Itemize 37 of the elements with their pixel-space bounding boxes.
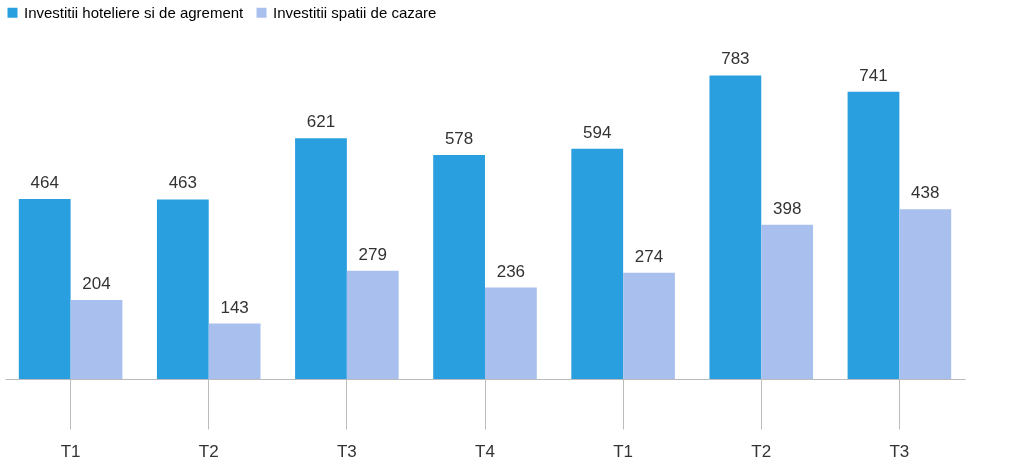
- data-label: 143: [220, 297, 249, 317]
- bar: [18, 199, 71, 379]
- bar: [899, 209, 952, 379]
- legend-label: Investitii hoteliere si de agrement: [24, 3, 245, 21]
- bar: [571, 148, 624, 379]
- x-tick-label: T3: [336, 441, 357, 461]
- data-label: 279: [358, 244, 387, 264]
- data-label: 783: [721, 49, 750, 69]
- bar: [70, 299, 123, 379]
- data-label: 274: [634, 246, 664, 266]
- bar: [433, 154, 485, 379]
- bar: [847, 91, 900, 379]
- bar: [761, 224, 814, 379]
- x-tick-label: T3: [889, 441, 910, 461]
- data-label: 398: [772, 198, 802, 218]
- data-label: 464: [30, 173, 59, 193]
- data-label: 741: [859, 65, 888, 85]
- data-label: 594: [583, 122, 612, 142]
- data-label: 621: [306, 112, 336, 132]
- x-tick-label: T1: [613, 441, 634, 461]
- x-tick-label: T4: [475, 441, 495, 461]
- data-label: 463: [168, 173, 198, 193]
- bar: [156, 199, 209, 379]
- bar: [346, 270, 399, 379]
- bar: [485, 287, 537, 379]
- bar: [623, 272, 675, 379]
- x-tick-label: T2: [751, 441, 772, 461]
- data-label: 438: [911, 183, 940, 203]
- data-label: 578: [444, 128, 474, 148]
- x-tick-label: T2: [198, 441, 219, 461]
- x-tick-label: T1: [60, 441, 81, 461]
- bar: [295, 138, 347, 379]
- legend-label: Investitii spatii de cazare: [273, 3, 437, 21]
- bar: [709, 75, 762, 379]
- bar: [208, 323, 261, 379]
- data-label: 236: [496, 261, 526, 281]
- data-label: 204: [82, 273, 111, 293]
